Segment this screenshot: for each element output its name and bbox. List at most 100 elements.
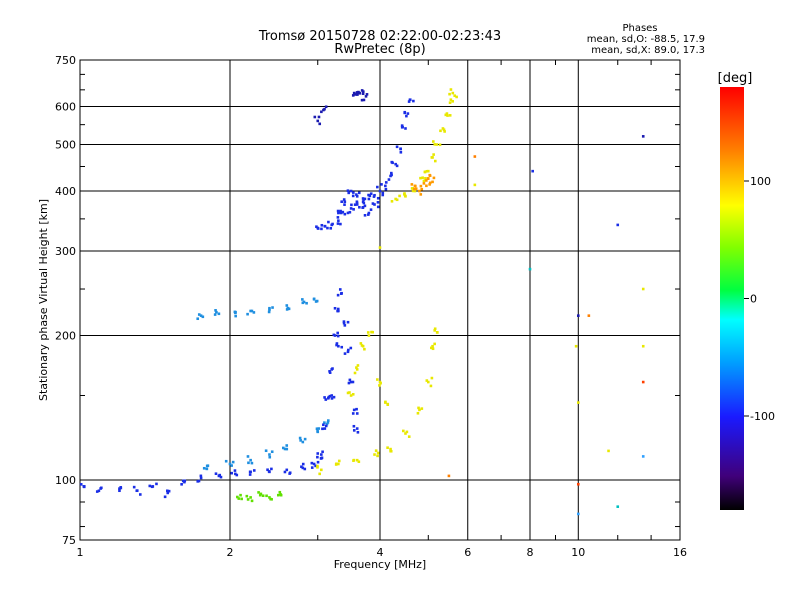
data-point [261,494,265,498]
data-point [352,429,356,432]
data-point [405,114,408,118]
data-point [348,391,351,394]
data-point [283,447,287,451]
data-point [384,400,387,404]
data-point [616,505,620,508]
data-point [166,489,169,493]
data-point [270,450,274,454]
data-point [531,169,534,173]
data-point [335,342,339,345]
data-point [217,312,221,316]
data-point [389,447,392,451]
data-point [373,453,376,456]
data-point [357,191,361,195]
data-point [355,407,358,411]
data-point [363,204,367,208]
data-point [453,94,457,98]
data-point [356,364,360,367]
data-point [412,99,415,103]
data-point [378,246,382,249]
data-point [384,184,387,188]
data-point [330,397,334,400]
data-point [411,189,415,193]
data-point [616,223,620,227]
data-point [641,344,645,348]
data-point [97,489,101,493]
data-point [270,498,273,501]
data-point [356,93,359,96]
x-tick-label: 6 [464,546,471,559]
data-point [327,419,330,422]
data-point [426,177,430,180]
data-point [302,300,306,304]
data-point [303,467,307,471]
chart-subtitle: RwPretec (8p) [334,42,425,57]
data-point [336,222,340,225]
data-point [407,100,411,103]
data-point [442,128,446,132]
data-point [426,380,430,384]
data-point [317,115,321,119]
data-point [285,444,289,447]
y-tick-label: 400 [55,185,76,198]
data-point [576,512,580,516]
data-point [376,451,380,455]
data-point [368,194,372,198]
data-point [419,193,423,196]
data-point [448,114,452,117]
data-point [641,135,645,138]
data-point [372,195,376,198]
data-point [331,222,334,226]
data-point [355,427,359,430]
data-point [283,470,287,474]
data-point [266,468,269,472]
y-axis-label: Stationary phase Virtual Height [km] [37,199,50,401]
data-point [389,449,393,453]
data-point [234,472,237,476]
data-point [239,493,242,497]
data-point [399,150,403,154]
data-point [300,465,303,469]
data-point [370,330,373,334]
data-point [423,170,427,174]
data-point [199,474,203,478]
data-point [320,468,323,472]
data-point [417,406,420,410]
data-point [245,494,249,498]
data-point [352,91,356,95]
data-point [332,333,336,337]
data-point [301,440,305,444]
data-point [310,466,314,469]
data-point [348,210,352,214]
data-point [199,314,203,317]
data-point [419,184,423,188]
data-point [247,461,250,465]
x-axis-label: Frequency [MHz] [334,558,426,571]
data-point [323,225,327,228]
data-point [328,371,332,374]
data-point [197,313,201,316]
data-point [354,93,358,96]
data-point [298,436,302,440]
y-tick-label: 600 [55,101,76,114]
data-point [148,484,152,488]
data-point [431,344,434,348]
data-point [346,348,350,352]
data-point [257,491,260,494]
data-point [418,189,421,193]
data-point [213,313,217,316]
data-point [323,427,327,430]
data-point [432,176,436,180]
data-point [428,174,432,177]
data-point [341,210,345,214]
x-tick-label: 2 [227,546,234,559]
data-point [346,391,350,395]
x-tick-label: 1 [77,546,84,559]
data-point [329,226,333,230]
data-point [403,193,406,196]
data-point [376,185,379,189]
data-point [231,460,235,464]
data-point [246,498,250,501]
data-point [373,193,376,197]
data-point [408,98,412,102]
